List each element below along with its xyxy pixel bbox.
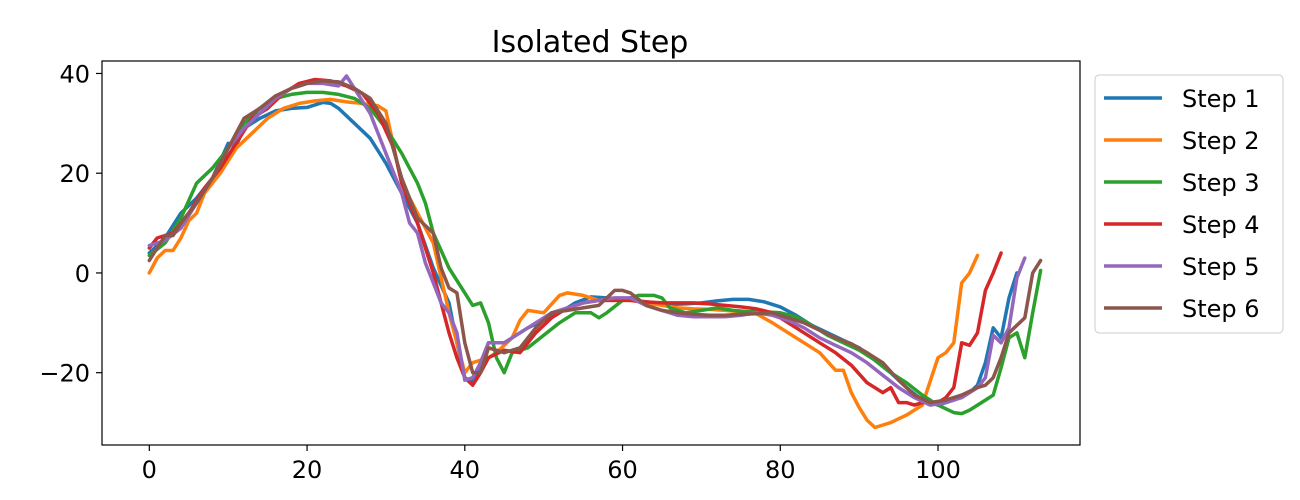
x-tick-label: 100 [915,456,961,484]
plot-area [147,74,1043,430]
x-tick-label: 60 [607,456,638,484]
series-line-2 [147,97,980,430]
x-tick-label: 40 [450,456,481,484]
legend-label-2: Step 2 [1182,127,1260,155]
legend-label-1: Step 1 [1182,85,1260,113]
y-tick-label: 20 [59,160,90,188]
y-tick-label: −20 [39,360,90,388]
plot-frame [101,60,1081,446]
series-line-3 [147,90,1043,416]
series-line-5 [147,74,1027,407]
x-tick-label: 20 [292,456,323,484]
axes: 0 20 40 60 80 100 −20 0 20 40 [39,60,961,484]
legend-label-5: Step 5 [1182,253,1260,281]
legend-label-4: Step 4 [1182,211,1260,239]
legend: Step 1 Step 2 Step 3 Step 4 Step 5 Step 6 [1094,74,1284,334]
legend-label-6: Step 6 [1182,295,1260,323]
x-tick-label: 80 [765,456,796,484]
y-tick-label: 40 [59,60,90,88]
series-line-1 [147,100,1019,407]
y-tick-label: 0 [75,260,90,288]
series-line-6 [147,79,1043,405]
legend-label-3: Step 3 [1182,169,1260,197]
x-tick-label: 0 [142,456,157,484]
chart-title: Isolated Step [492,25,689,60]
